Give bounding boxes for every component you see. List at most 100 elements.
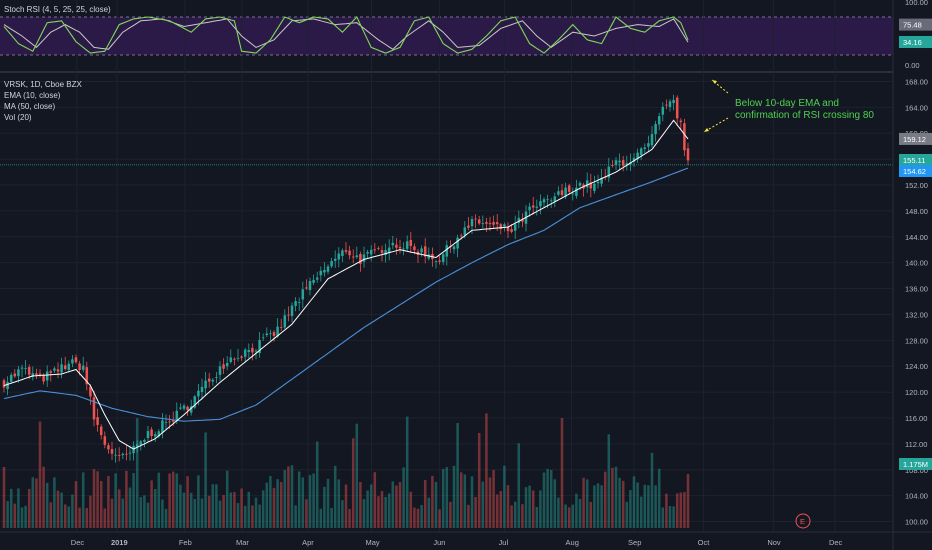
volume-bar (632, 476, 636, 528)
candle-body (546, 199, 549, 201)
candle-body (420, 248, 423, 253)
candle-body (650, 134, 654, 146)
price-axis[interactable]: 168.00164.00160.00156.00152.00148.00144.… (892, 0, 932, 550)
price-tick-label: 116.00 (905, 414, 927, 423)
candle-body (276, 326, 279, 337)
candle-body (301, 289, 305, 300)
candle-body (168, 421, 171, 423)
candle-body (63, 365, 67, 370)
volume-bar (402, 467, 405, 528)
annotation-line-1: Below 10-day EMA and (735, 98, 839, 109)
candle-body (272, 332, 276, 336)
candle-body (53, 368, 56, 371)
volume-bar (290, 465, 294, 528)
ma-legend: MA (50, close) (4, 102, 56, 111)
time-axis-label: Apr (302, 538, 314, 547)
candle-body (337, 253, 341, 260)
time-axis-label: Feb (179, 538, 192, 547)
volume-bar (621, 480, 625, 528)
price-tick-label: 132.00 (905, 310, 928, 319)
candle-body (470, 219, 474, 227)
volume-bar (27, 488, 31, 528)
price-badge-bg (899, 458, 932, 470)
rsi-upper-badge: 75.48 (903, 21, 922, 30)
candle-body (503, 224, 506, 227)
candle-body (467, 225, 470, 228)
price-badge: 154.62 (903, 167, 926, 176)
ema-legend: EMA (10, close) (4, 91, 61, 100)
candle-body (661, 106, 665, 115)
candle-body (413, 246, 416, 251)
volume-bar (179, 484, 182, 528)
candle-body (589, 182, 593, 189)
volume-bar (103, 508, 107, 528)
candle-body (495, 222, 499, 225)
stoch-rsi-label: Stoch RSI (4, 5, 25, 25, close) (4, 5, 111, 14)
candle-body (654, 124, 657, 135)
volume-bar (459, 472, 463, 528)
volume-bar (431, 475, 434, 528)
volume-bar (157, 472, 161, 528)
candle-body (186, 406, 189, 411)
candle-body (535, 206, 539, 208)
candle-body (38, 373, 42, 375)
candle-body (380, 250, 384, 253)
volume-bar (315, 441, 319, 528)
candle-body (42, 374, 45, 382)
volume-bar (492, 469, 495, 528)
price-badge-bg (899, 132, 932, 145)
candle-body (593, 183, 596, 191)
time-axis-label: Dec (829, 538, 843, 547)
candle-body (200, 386, 204, 393)
candle-body (377, 248, 380, 249)
volume-bar (45, 482, 49, 528)
candle-body (35, 373, 38, 376)
candle-body (89, 386, 92, 397)
candle-body (427, 254, 431, 259)
volume-bar (38, 421, 42, 528)
volume-bar (600, 485, 603, 528)
candle-body (2, 380, 6, 388)
candle-body (135, 444, 139, 448)
volume-bar (56, 490, 60, 528)
volume-bar (283, 469, 287, 528)
volume-bar (319, 508, 323, 528)
candle-body (229, 357, 233, 363)
candle-body (607, 166, 611, 178)
candle-body (49, 371, 53, 373)
volume-bar (521, 504, 524, 528)
volume-bar (20, 507, 24, 528)
volume-bar (603, 471, 607, 528)
candle-body (315, 277, 319, 280)
price-tick-label: 152.00 (905, 181, 928, 190)
time-axis[interactable]: Dec 2019 Feb Mar Apr May Jun Jul Aug Sep Oct Nov Dec (0, 531, 932, 547)
candle-body (247, 350, 251, 352)
main-legend[interactable]: VRSK, 1D, Cboe BZX EMA (10, close) MA (5… (4, 79, 82, 123)
arrow-head-rsi (712, 80, 717, 84)
volume-bar (413, 507, 416, 528)
candle-body (283, 315, 287, 328)
price-tick-label: 112.00 (905, 440, 927, 449)
earnings-event-marker[interactable]: E (795, 513, 811, 529)
vol-legend: Vol (20) (4, 113, 32, 122)
stoch-rsi-legend[interactable]: Stoch RSI (4, 5, 25, 25, close) (4, 4, 111, 15)
candle-body (179, 407, 182, 409)
volume-bar (668, 506, 672, 528)
volume-bar (53, 477, 56, 528)
volume-bar (143, 495, 146, 528)
candle-body (553, 196, 557, 202)
candle-body (434, 261, 438, 263)
volume-bar (488, 477, 492, 528)
volume-bar (679, 492, 683, 528)
volume-bar (535, 506, 539, 528)
candle-body (17, 369, 20, 377)
volume-bar (139, 497, 143, 528)
annotation-text: Below 10-day EMA and confirmation of RSI… (735, 98, 874, 122)
price-tick-label: 168.00 (905, 77, 928, 86)
price-tick-label: 144.00 (905, 233, 928, 242)
candle-body (193, 396, 197, 408)
volume-bar (168, 473, 171, 528)
candle-body (117, 455, 121, 456)
volume-bar (99, 481, 103, 528)
